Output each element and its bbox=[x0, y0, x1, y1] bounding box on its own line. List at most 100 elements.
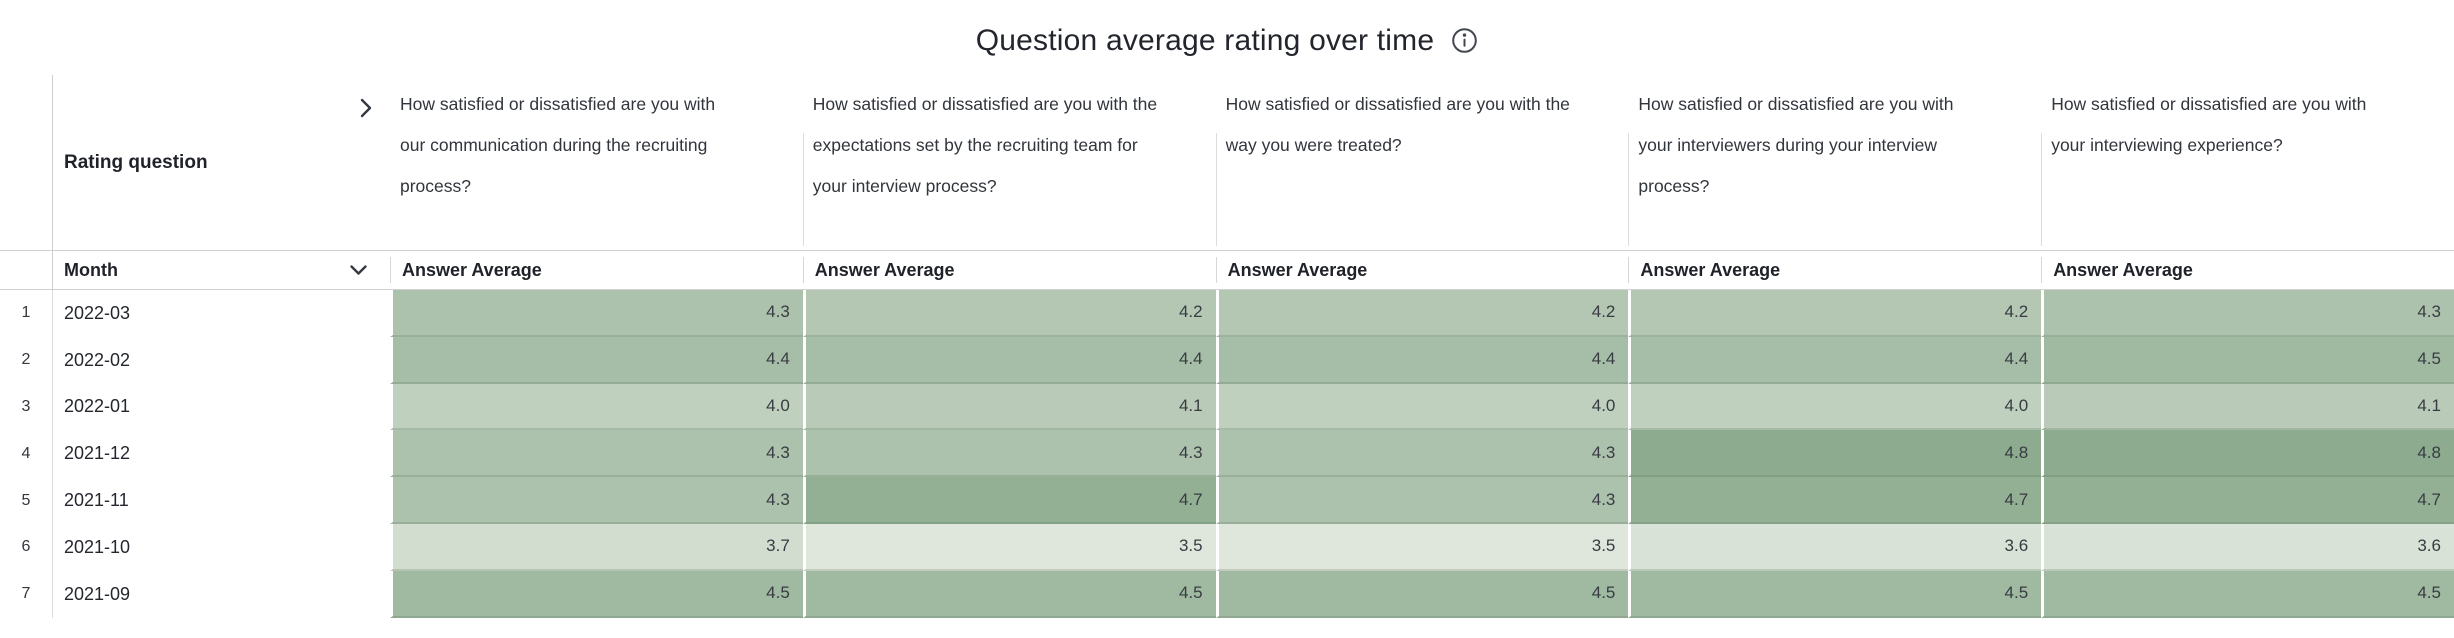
heatmap-value-cell[interactable]: 3.6 bbox=[1628, 523, 2042, 571]
heatmap-value-cell[interactable]: 4.5 bbox=[1628, 570, 2042, 618]
row-number-label: 5 bbox=[21, 491, 31, 509]
heatmap-value-cell-label: 4.4 bbox=[766, 349, 790, 369]
heatmap-value-cell[interactable]: 4.5 bbox=[2041, 570, 2454, 618]
heatmap-value-cell-label: 4.5 bbox=[2004, 583, 2029, 603]
heatmap-value-cell-label: 4.4 bbox=[2004, 349, 2029, 369]
heatmap-value-cell[interactable]: 4.2 bbox=[802, 290, 1216, 337]
month-cell[interactable]: 2021-11 bbox=[52, 477, 390, 524]
heatmap-value-cell-label: 4.0 bbox=[2004, 395, 2029, 415]
heatmap-value-cell[interactable]: 4.3 bbox=[390, 430, 803, 478]
question-column-header: How satisfied or dissatisfied are you wi… bbox=[1215, 75, 1629, 250]
page-title: Question average rating over time bbox=[975, 23, 1435, 57]
month-cell[interactable]: 2022-03 bbox=[52, 290, 390, 337]
question-column-header: How satisfied or dissatisfied are you wi… bbox=[2041, 75, 2454, 250]
heatmap-value-cell-label: 4.5 bbox=[1178, 583, 1203, 603]
heatmap-value-cell[interactable]: 4.7 bbox=[802, 477, 1216, 524]
heatmap-value-cell[interactable]: 4.2 bbox=[1628, 290, 2042, 337]
pivot-table: Rating question How satisfied or dissati… bbox=[0, 75, 2454, 618]
heatmap-value-cell-label: 4.7 bbox=[1178, 489, 1203, 509]
heatmap-value-cell[interactable]: 4.4 bbox=[390, 336, 803, 384]
heatmap-value-cell[interactable]: 4.5 bbox=[802, 570, 1216, 618]
row-number: 5 bbox=[0, 477, 52, 524]
heatmap-value-cell[interactable]: 4.2 bbox=[1215, 290, 1629, 337]
heatmap-value-cell-label: 3.5 bbox=[1178, 536, 1203, 556]
heatmap-value-cell[interactable]: 4.1 bbox=[2041, 383, 2454, 431]
question-column-header-label: How satisfied or dissatisfied are you wi… bbox=[400, 94, 716, 196]
heatmap-value-cell-label: 4.3 bbox=[766, 302, 790, 322]
heatmap-value-cell[interactable]: 4.1 bbox=[802, 383, 1216, 431]
heatmap-value-cell-label: 3.6 bbox=[2417, 536, 2441, 556]
heatmap-value-cell-label: 4.3 bbox=[1178, 442, 1203, 462]
answer-average-header: Answer Average bbox=[2041, 250, 2454, 290]
month-cell-label: 2022-03 bbox=[64, 302, 131, 323]
question-column-header: How satisfied or dissatisfied are you wi… bbox=[390, 75, 803, 250]
heatmap-value-cell-label: 4.5 bbox=[2417, 349, 2441, 369]
answer-average-header: Answer Average bbox=[802, 250, 1216, 290]
heatmap-value-cell-label: 4.5 bbox=[766, 583, 790, 603]
heatmap-value-cell[interactable]: 4.7 bbox=[2041, 477, 2454, 524]
row-number-label: 3 bbox=[21, 397, 31, 415]
month-cell[interactable]: 2022-01 bbox=[52, 383, 390, 431]
row-number: 2 bbox=[0, 337, 52, 384]
heatmap-value-cell-label: 4.1 bbox=[2417, 395, 2441, 415]
heatmap-value-cell[interactable]: 4.5 bbox=[390, 570, 803, 618]
header-gutter-cell bbox=[0, 75, 52, 250]
row-number-label: 2 bbox=[21, 351, 31, 369]
heatmap-value-cell-label: 4.8 bbox=[2417, 442, 2441, 462]
month-cell[interactable]: 2021-09 bbox=[52, 570, 390, 618]
info-circle-icon[interactable] bbox=[1451, 27, 1478, 54]
answer-average-header-label: Answer Average bbox=[402, 259, 542, 280]
heatmap-value-cell-label: 3.6 bbox=[2004, 536, 2029, 556]
question-column-header-label: How satisfied or dissatisfied are you wi… bbox=[1638, 94, 1954, 196]
heatmap-value-cell-label: 4.7 bbox=[2004, 489, 2029, 509]
question-column-header: How satisfied or dissatisfied are you wi… bbox=[1628, 75, 2041, 250]
month-cell-label: 2021-12 bbox=[64, 443, 131, 464]
answer-average-header-label: Answer Average bbox=[1640, 259, 1781, 280]
heatmap-value-cell[interactable]: 3.5 bbox=[802, 523, 1216, 571]
month-cell[interactable]: 2021-12 bbox=[52, 430, 390, 478]
heatmap-value-cell-label: 4.3 bbox=[1591, 442, 1616, 462]
heatmap-value-cell[interactable]: 4.0 bbox=[390, 383, 803, 431]
heatmap-value-cell[interactable]: 3.6 bbox=[2041, 523, 2454, 571]
chevron-right-icon[interactable] bbox=[359, 97, 373, 119]
answer-average-header-label: Answer Average bbox=[814, 259, 955, 280]
heatmap-value-cell[interactable]: 4.4 bbox=[802, 336, 1216, 384]
heatmap-value-cell[interactable]: 4.0 bbox=[1628, 383, 2042, 431]
heatmap-value-cell-label: 4.0 bbox=[766, 395, 790, 415]
heatmap-value-cell[interactable]: 4.3 bbox=[1215, 430, 1629, 478]
subheader-gutter-cell bbox=[0, 250, 52, 290]
heatmap-value-cell-label: 4.3 bbox=[2417, 302, 2441, 322]
heatmap-value-cell-label: 4.8 bbox=[2004, 442, 2029, 462]
heatmap-value-cell-label: 3.5 bbox=[1591, 536, 1616, 556]
heatmap-value-cell-label: 4.3 bbox=[1591, 489, 1616, 509]
heatmap-value-cell-label: 4.4 bbox=[1591, 349, 1616, 369]
chevron-down-icon[interactable] bbox=[349, 264, 368, 276]
heatmap-value-cell[interactable]: 4.8 bbox=[2041, 430, 2454, 478]
heatmap-value-cell-label: 4.5 bbox=[2417, 583, 2441, 603]
month-cell[interactable]: 2022-02 bbox=[52, 336, 390, 384]
heatmap-value-cell[interactable]: 4.8 bbox=[1628, 430, 2042, 478]
answer-average-header-label: Answer Average bbox=[2053, 259, 2193, 280]
answer-average-header-label: Answer Average bbox=[1227, 259, 1368, 280]
month-cell[interactable]: 2021-10 bbox=[52, 523, 390, 571]
heatmap-value-cell[interactable]: 4.3 bbox=[390, 290, 803, 337]
heatmap-value-cell-label: 4.1 bbox=[1178, 395, 1203, 415]
heatmap-value-cell[interactable]: 4.4 bbox=[1215, 336, 1629, 384]
answer-average-header: Answer Average bbox=[1628, 250, 2042, 290]
heatmap-value-cell[interactable]: 3.5 bbox=[1215, 523, 1629, 571]
heatmap-value-cell[interactable]: 4.5 bbox=[1215, 570, 1629, 618]
month-column-header[interactable]: Month bbox=[52, 250, 390, 290]
heatmap-value-cell[interactable]: 4.0 bbox=[1215, 383, 1629, 431]
month-cell-label: 2021-09 bbox=[64, 583, 131, 604]
heatmap-value-cell[interactable]: 4.4 bbox=[1628, 336, 2042, 384]
heatmap-value-cell[interactable]: 4.5 bbox=[2041, 336, 2454, 384]
heatmap-value-cell[interactable]: 4.3 bbox=[802, 430, 1216, 478]
heatmap-value-cell[interactable]: 4.7 bbox=[1628, 477, 2042, 524]
heatmap-value-cell[interactable]: 4.3 bbox=[2041, 290, 2454, 337]
heatmap-value-cell[interactable]: 4.3 bbox=[1215, 477, 1629, 524]
month-header-label: Month bbox=[64, 259, 118, 280]
heatmap-value-cell[interactable]: 3.7 bbox=[390, 523, 803, 571]
heatmap-value-cell[interactable]: 4.3 bbox=[390, 477, 803, 524]
month-cell-label: 2021-10 bbox=[64, 536, 131, 557]
